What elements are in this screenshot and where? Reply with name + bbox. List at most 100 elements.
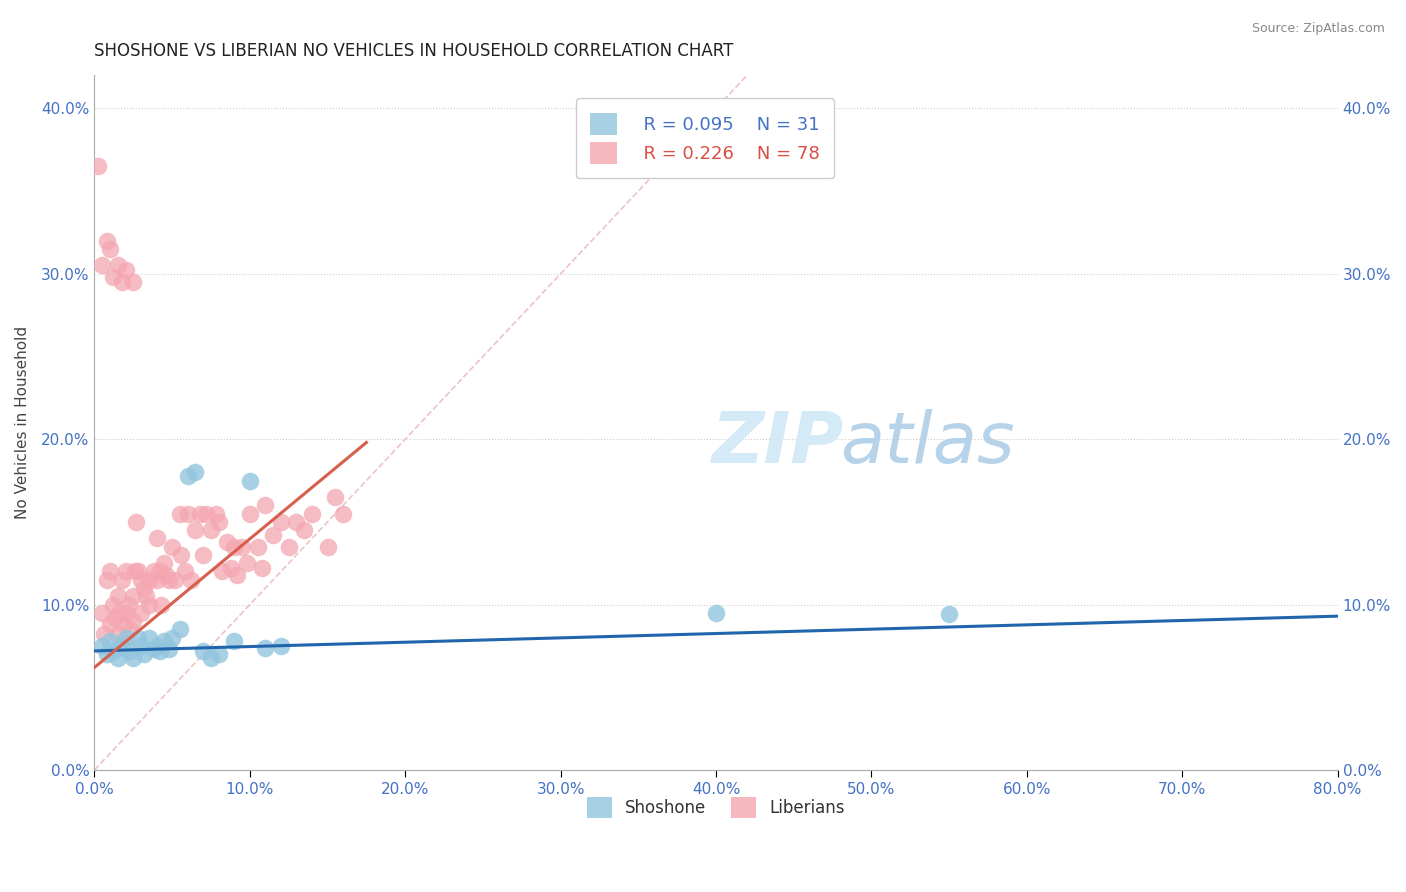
Point <box>208 647 231 661</box>
Point <box>127 631 149 645</box>
Point <box>134 647 156 661</box>
Text: atlas: atlas <box>839 409 1015 478</box>
Point <box>142 565 165 579</box>
Point <box>325 490 347 504</box>
Point <box>101 598 124 612</box>
Point <box>160 631 183 645</box>
Point <box>226 567 249 582</box>
Point <box>111 573 134 587</box>
Point <box>142 642 165 657</box>
Point <box>262 528 284 542</box>
Point <box>332 507 354 521</box>
Point <box>96 234 118 248</box>
Point <box>118 598 141 612</box>
Point <box>149 565 172 579</box>
Point <box>200 523 222 537</box>
Point <box>98 617 121 632</box>
Point <box>292 523 315 537</box>
Point <box>111 275 134 289</box>
Point <box>180 573 202 587</box>
Point <box>129 606 152 620</box>
Point <box>98 634 121 648</box>
Point <box>108 606 131 620</box>
Point <box>188 507 211 521</box>
Point <box>149 644 172 658</box>
Text: SHOSHONE VS LIBERIAN NO VEHICLES IN HOUSEHOLD CORRELATION CHART: SHOSHONE VS LIBERIAN NO VEHICLES IN HOUS… <box>94 42 734 60</box>
Point <box>165 573 187 587</box>
Point <box>157 573 180 587</box>
Point <box>211 565 233 579</box>
Point <box>145 573 167 587</box>
Point <box>200 650 222 665</box>
Point <box>145 639 167 653</box>
Point <box>91 606 114 620</box>
Point <box>316 540 339 554</box>
Point <box>145 532 167 546</box>
Point <box>96 647 118 661</box>
Point <box>153 634 176 648</box>
Point <box>155 567 177 582</box>
Point <box>254 498 277 512</box>
Point <box>704 606 727 620</box>
Point <box>184 523 207 537</box>
Point <box>169 507 191 521</box>
Point <box>177 507 200 521</box>
Point <box>153 556 176 570</box>
Point <box>104 611 127 625</box>
Point <box>107 650 129 665</box>
Point <box>114 631 136 645</box>
Point <box>169 623 191 637</box>
Point <box>101 270 124 285</box>
Point <box>107 589 129 603</box>
Point <box>150 598 173 612</box>
Point <box>125 515 148 529</box>
Legend: Shoshone, Liberians: Shoshone, Liberians <box>581 790 852 824</box>
Point <box>98 565 121 579</box>
Point <box>91 639 114 653</box>
Point <box>101 644 124 658</box>
Point <box>124 565 146 579</box>
Point <box>98 242 121 256</box>
Point <box>93 627 115 641</box>
Point <box>114 263 136 277</box>
Point <box>204 507 226 521</box>
Point <box>122 650 145 665</box>
Point <box>134 581 156 595</box>
Point <box>170 548 193 562</box>
Point <box>118 644 141 658</box>
Point <box>96 573 118 587</box>
Point <box>301 507 323 521</box>
Point <box>224 634 246 648</box>
Point <box>173 565 195 579</box>
Text: ZIP: ZIP <box>711 409 845 478</box>
Point <box>122 589 145 603</box>
Point <box>107 259 129 273</box>
Point <box>135 589 157 603</box>
Point <box>120 623 142 637</box>
Point <box>236 556 259 570</box>
Point <box>231 540 253 554</box>
Point <box>157 642 180 657</box>
Point <box>114 565 136 579</box>
Point <box>86 159 108 173</box>
Point <box>270 639 292 653</box>
Point <box>239 474 262 488</box>
Y-axis label: No Vehicles in Household: No Vehicles in Household <box>15 326 30 519</box>
Point <box>184 465 207 479</box>
Point <box>215 534 238 549</box>
Point <box>160 540 183 554</box>
Point <box>114 606 136 620</box>
Point <box>193 548 215 562</box>
Point <box>129 639 152 653</box>
Point <box>208 515 231 529</box>
Point <box>224 540 246 554</box>
Point <box>127 565 149 579</box>
Point <box>285 515 308 529</box>
Point <box>938 607 960 622</box>
Point <box>107 627 129 641</box>
Point <box>246 540 269 554</box>
Point <box>270 515 292 529</box>
Point <box>129 573 152 587</box>
Point <box>193 644 215 658</box>
Point <box>195 507 218 521</box>
